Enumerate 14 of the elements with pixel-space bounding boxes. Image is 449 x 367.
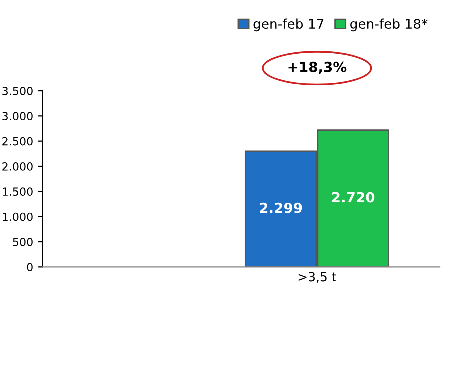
y-tick-label: 1.500: [3, 188, 33, 196]
y-tick-label: 2.000: [2, 162, 33, 171]
y-tick-label: 500: [13, 238, 33, 246]
text: +18,3%: [288, 62, 347, 74]
y-tick-label: 2.500: [2, 137, 33, 146]
legend-label: gen-feb 17: [254, 18, 324, 32]
y-tick-label: 3.500: [2, 86, 33, 96]
y-tick-label: 1.000: [3, 212, 33, 222]
y-tick-label: 0: [27, 263, 33, 272]
legend-label: gen-feb 18*: [350, 18, 428, 32]
data-label: 2.720: [332, 192, 375, 203]
x-tick-label: >3,5 t: [298, 272, 337, 283]
data-label: 2.299: [260, 202, 302, 214]
y-tick-label: 3.000: [2, 112, 33, 121]
